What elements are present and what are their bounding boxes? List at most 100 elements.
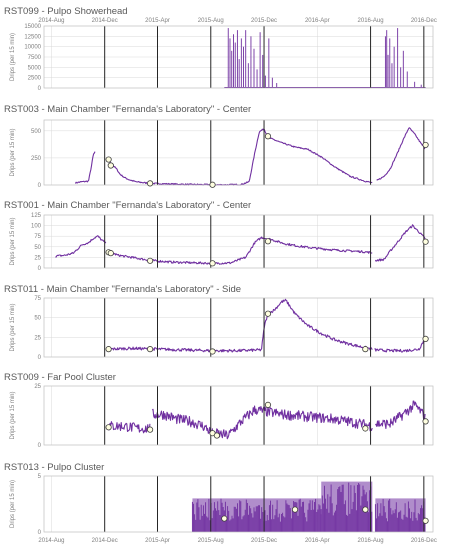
y-tick-label: 25 [34, 335, 41, 341]
y-tick-label: 0 [38, 183, 42, 189]
x-tick-label: 2015-Dec [251, 538, 277, 544]
y-tick-label: 75 [34, 234, 41, 240]
sample-marker [422, 238, 429, 245]
panel-2: RST003 - Main Chamber "Fernanda's Labora… [4, 104, 434, 189]
panel-title: RST099 - Pulpo Showerhead [4, 6, 128, 17]
x-tick-label-top: 2015-Apr [145, 18, 170, 24]
plot-frame [43, 119, 434, 186]
sample-marker [105, 156, 112, 163]
y-tick-label: 0 [38, 266, 42, 272]
sample-marker [146, 257, 154, 264]
data-series-line [374, 224, 426, 262]
sample-marker [264, 238, 272, 245]
x-tick-label-top: 2016-Dec [411, 18, 437, 24]
sample-marker [422, 141, 429, 149]
y-tick-label: 100 [31, 224, 42, 230]
data-series-line [214, 298, 373, 353]
plot-frame [43, 385, 434, 446]
y-tick-label: 5000 [28, 65, 42, 71]
sample-marker [107, 162, 114, 169]
panel-title: RST003 - Main Chamber "Fernanda's Labora… [4, 104, 251, 115]
data-series-line [108, 346, 211, 353]
x-tick-label: 2015-Aug [198, 538, 224, 544]
panel-title: RST011 - Main Chamber "Fernanda's Labora… [4, 284, 241, 295]
sample-marker [209, 348, 216, 355]
sample-marker [209, 181, 216, 188]
plot-frame [43, 297, 434, 358]
data-series-line [374, 498, 426, 532]
sample-marker [291, 506, 299, 513]
y-tick-label: 12500 [24, 34, 41, 40]
y-axis-label: Drips (per 15 min) [10, 217, 16, 265]
sample-marker [107, 250, 114, 257]
x-tick-label: 2016-Dec [411, 538, 437, 544]
y-tick-label: 75 [34, 296, 41, 302]
x-tick-label-top: 2014-Dec [92, 18, 118, 24]
sample-marker [105, 424, 112, 431]
panel-3: RST001 - Main Chamber "Fernanda's Labora… [4, 200, 434, 272]
sample-marker [264, 133, 272, 140]
plot-frame [43, 475, 434, 533]
plot-frame [43, 214, 434, 269]
data-series-line [214, 128, 373, 186]
sample-marker [213, 432, 220, 439]
sample-marker [264, 310, 272, 317]
x-tick-label: 2016-Apr [305, 538, 330, 544]
sample-marker [264, 401, 272, 408]
data-series-line [108, 159, 213, 186]
sample-marker [422, 517, 429, 524]
panel-4: RST011 - Main Chamber "Fernanda's Labora… [4, 284, 434, 361]
y-tick-label: 10000 [24, 45, 41, 51]
sample-marker [362, 346, 369, 353]
sample-marker [362, 425, 369, 432]
x-tick-label-top: 2015-Aug [198, 18, 224, 24]
plot-frame [43, 25, 434, 89]
sample-marker [209, 260, 216, 267]
panel-6: RST013 - Pulpo Cluster 0 5 Drips (per 15 mi… [4, 462, 437, 544]
x-tick-label: 2014-Aug [38, 538, 64, 544]
sample-marker [146, 180, 154, 187]
data-series-line [214, 236, 373, 265]
x-tick-label: 2014-Dec [92, 538, 118, 544]
sample-marker [146, 346, 154, 353]
y-axis-label: Drips (per 15 min) [10, 480, 16, 528]
y-tick-label: 2500 [28, 76, 42, 82]
y-tick-label: 0 [38, 530, 42, 536]
y-tick-label: 15000 [24, 24, 41, 30]
y-tick-label: 250 [31, 156, 42, 162]
y-tick-label: 50 [34, 316, 41, 322]
data-series-line [151, 408, 214, 435]
sample-marker [422, 418, 429, 425]
y-tick-label: 25 [34, 255, 41, 261]
data-series-line [74, 151, 96, 184]
y-tick-label: 50 [34, 245, 41, 251]
sample-marker [221, 515, 228, 522]
y-tick-label: 25 [34, 384, 41, 390]
sample-marker [362, 506, 369, 513]
data-series-line [55, 235, 107, 258]
panel-title: RST013 - Pulpo Cluster [4, 462, 104, 473]
y-tick-label: 0 [38, 86, 42, 92]
y-tick-label: 125 [31, 213, 42, 219]
x-tick-label-top: 2015-Dec [251, 18, 277, 24]
sample-marker [105, 346, 112, 353]
panel-title: RST001 - Main Chamber "Fernanda's Labora… [4, 200, 251, 211]
y-tick-label: 5 [38, 474, 42, 480]
data-series-line [214, 405, 373, 440]
data-series-line [376, 127, 426, 181]
x-tick-label-top: 2014-Aug [38, 18, 64, 24]
y-tick-label: 0 [38, 355, 42, 361]
panel-5: RST009 - Far Pool Cluster 0 25 Drips (per 1… [4, 372, 434, 449]
x-tick-label: 2015-Apr [145, 538, 170, 544]
data-series-line [108, 251, 213, 265]
x-tick-label: 2016-Aug [358, 538, 384, 544]
y-tick-label: 0 [38, 443, 42, 449]
panel-title: RST009 - Far Pool Cluster [4, 372, 116, 383]
x-tick-label-top: 2016-Apr [305, 18, 330, 24]
y-axis-label: Drips (per 15 min) [10, 391, 16, 439]
data-series-line [374, 400, 426, 430]
sample-marker [422, 335, 429, 343]
data-series-line [374, 338, 426, 353]
x-tick-label-top: 2016-Aug [358, 18, 384, 24]
